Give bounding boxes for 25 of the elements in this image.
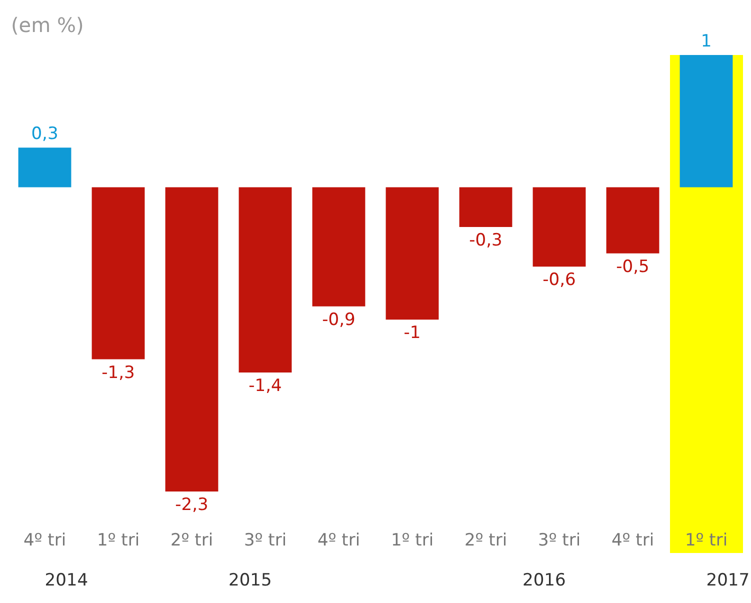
data-label: -0,3	[469, 230, 502, 250]
x-tick-label: 1º tri	[684, 530, 728, 550]
x-tick-label: 2º tri	[170, 530, 214, 550]
data-label: -0,6	[542, 270, 576, 290]
x-tick-label: 4º tri	[23, 530, 66, 550]
text: 2017	[706, 570, 750, 590]
data-label: 1	[700, 32, 712, 52]
x-tick-label: 4º tri	[317, 530, 360, 550]
x-tick-label: 1º tri	[96, 530, 140, 550]
x-tick-label: 3º tri	[538, 530, 581, 550]
text: 2015	[228, 570, 272, 590]
x-tick-label: 2º tri	[464, 530, 508, 550]
data-label: -0,9	[322, 310, 356, 330]
text: 2016	[522, 570, 566, 590]
data-label: -2,3	[175, 495, 208, 516]
data-label: 0,3	[31, 124, 58, 144]
data-label: -1	[404, 323, 421, 344]
data-label: -1,3	[102, 362, 135, 383]
text: 2014	[44, 570, 88, 590]
chart-title: (em %)	[11, 13, 84, 37]
x-tick-label: 1º tri	[390, 530, 434, 550]
data-label: -0,5	[616, 256, 650, 277]
data-label: -1,4	[248, 376, 282, 396]
x-tick-label: 3º tri	[244, 530, 287, 550]
x-tick-label: 4º tri	[611, 530, 654, 550]
